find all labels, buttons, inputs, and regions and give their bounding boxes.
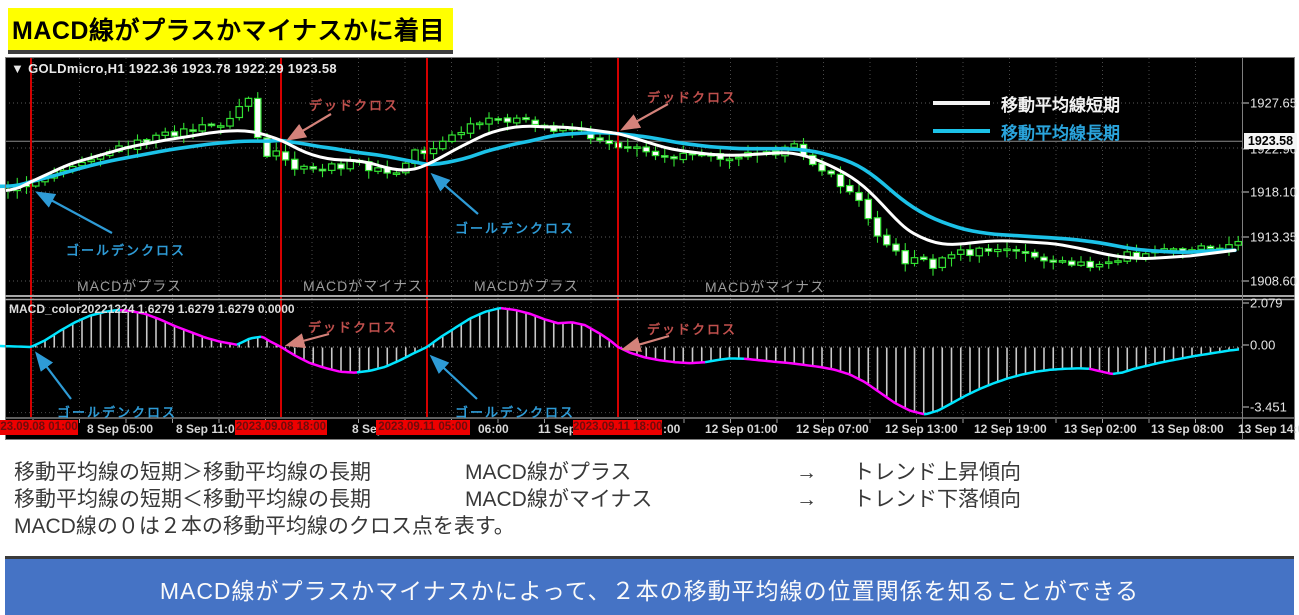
time-tick-label: :00: [663, 422, 681, 436]
dead-cross-label: デッドクロス: [309, 98, 400, 113]
summary-note: MACD線の０は２本の移動平均線のクロス点を表す。: [14, 515, 515, 538]
summary-result: トレンド下落傾向: [853, 488, 1021, 511]
time-tick-label: 8 Sep 11:00: [176, 422, 242, 436]
time-tick-label: 13 Sep 14:00: [1238, 422, 1299, 436]
time-tick-label: 13 Sep 08:00: [1151, 422, 1224, 436]
golden-cross-label: ゴールデンクロス: [455, 405, 576, 420]
time-tick-label-highlighted: 23.09.08 01:00: [0, 420, 78, 435]
title-bar: MACD線がプラスかマイナスかに着目: [8, 8, 453, 54]
ma-short-swatch: [933, 101, 990, 105]
summary-condition: 移動平均線の短期＜移動平均線の長期: [14, 488, 371, 511]
conclusion-banner: MACD線がプラスかマイナスかによって、２本の移動平均線の位置関係を知ることがで…: [5, 556, 1294, 615]
macd-zone-label: MACDがプラス: [474, 278, 579, 294]
time-tick-label: 06:00: [478, 422, 509, 436]
page-title: MACD線がプラスかマイナスかに着目: [8, 8, 453, 54]
cross-marker-lines: [30, 58, 619, 417]
macd-header: MACD_color20221224 1.6279 1.6279 1.6279 …: [9, 302, 295, 316]
dead-cross-label: デッドクロス: [647, 322, 738, 337]
chart-grid: [5, 58, 1242, 417]
summary-result: トレンド上昇傾向: [853, 461, 1021, 484]
price-tick-label: 1908.60: [1250, 273, 1297, 289]
legend-row-ma-long: 移動平均線長期: [933, 117, 1120, 145]
summary-condition: 移動平均線の短期＞移動平均線の長期: [14, 461, 371, 484]
price-tick-label: 0.00: [1250, 337, 1276, 353]
time-tick-label: 13 Sep 02:00: [1064, 422, 1137, 436]
macd-zone-label: MACDがマイナス: [705, 279, 825, 295]
macd-indicator: [0, 306, 1240, 416]
ma-long-label: 移動平均線長期: [1001, 123, 1120, 143]
time-tick-label-highlighted: 2023.09.11 18:00: [573, 420, 662, 435]
time-tick-label: 12 Sep 13:00: [885, 422, 958, 436]
golden-cross-label: ゴールデンクロス: [57, 405, 178, 420]
annotation-arrows: [35, 103, 670, 400]
summary-row-1: 移動平均線の短期＞移動平均線の長期 MACD線がプラス → トレンド上昇傾向: [14, 459, 1021, 486]
ma-long-swatch: [933, 129, 990, 133]
symbol-header: ▼ GOLDmicro,H1 1922.36 1923.78 1922.29 1…: [11, 61, 337, 76]
golden-cross-label: ゴールデンクロス: [455, 221, 576, 236]
price-tick-label: 2.079: [1250, 295, 1283, 311]
chart-frame: [5, 57, 1295, 440]
arrow-glyph: →: [796, 488, 817, 511]
macd-zone-label: MACDがマイナス: [303, 278, 423, 294]
price-tick-label: 1913.35: [1250, 229, 1297, 245]
current-price-label: 1923.58: [1244, 133, 1297, 149]
time-tick-label-highlighted: 2023.09.11 05:00: [376, 420, 470, 435]
summary-row-2: 移動平均線の短期＜移動平均線の長期 MACD線がマイナス → トレンド下落傾向: [14, 486, 1021, 513]
ma-short-label: 移動平均線短期: [1001, 95, 1120, 115]
price-tick-label: 1918.10: [1250, 184, 1297, 200]
legend-row-ma-short: 移動平均線短期: [933, 89, 1120, 117]
golden-cross-label: ゴールデンクロス: [66, 243, 187, 258]
chart-legend: 移動平均線短期 移動平均線長期: [933, 89, 1120, 145]
banner-text: MACD線がプラスかマイナスかによって、２本の移動平均線の位置関係を知ることがで…: [159, 577, 1140, 604]
time-tick-label: 12 Sep 01:00: [705, 422, 778, 436]
dead-cross-label: デッドクロス: [647, 90, 738, 105]
dead-cross-label: デッドクロス: [308, 320, 399, 335]
summary-macd-state: MACD線がマイナス: [465, 488, 653, 511]
summary-text: 移動平均線の短期＞移動平均線の長期 MACD線がプラス → トレンド上昇傾向 移…: [14, 459, 1021, 540]
macd-zone-label: MACDがプラス: [77, 278, 182, 294]
price-tick-label: 1927.65: [1250, 95, 1297, 111]
moving-average-lines: [0, 124, 1237, 261]
time-tick-label: 8 Sep 05:00: [87, 422, 154, 436]
price-tick-label: -3.451: [1250, 399, 1287, 415]
time-tick-label-highlighted: 2023.09.08 18:00: [235, 420, 327, 435]
time-tick-label: 12 Sep 19:00: [974, 422, 1047, 436]
arrow-glyph: →: [796, 461, 817, 484]
time-tick-label: 12 Sep 07:00: [796, 422, 869, 436]
summary-macd-state: MACD線がプラス: [465, 461, 632, 484]
